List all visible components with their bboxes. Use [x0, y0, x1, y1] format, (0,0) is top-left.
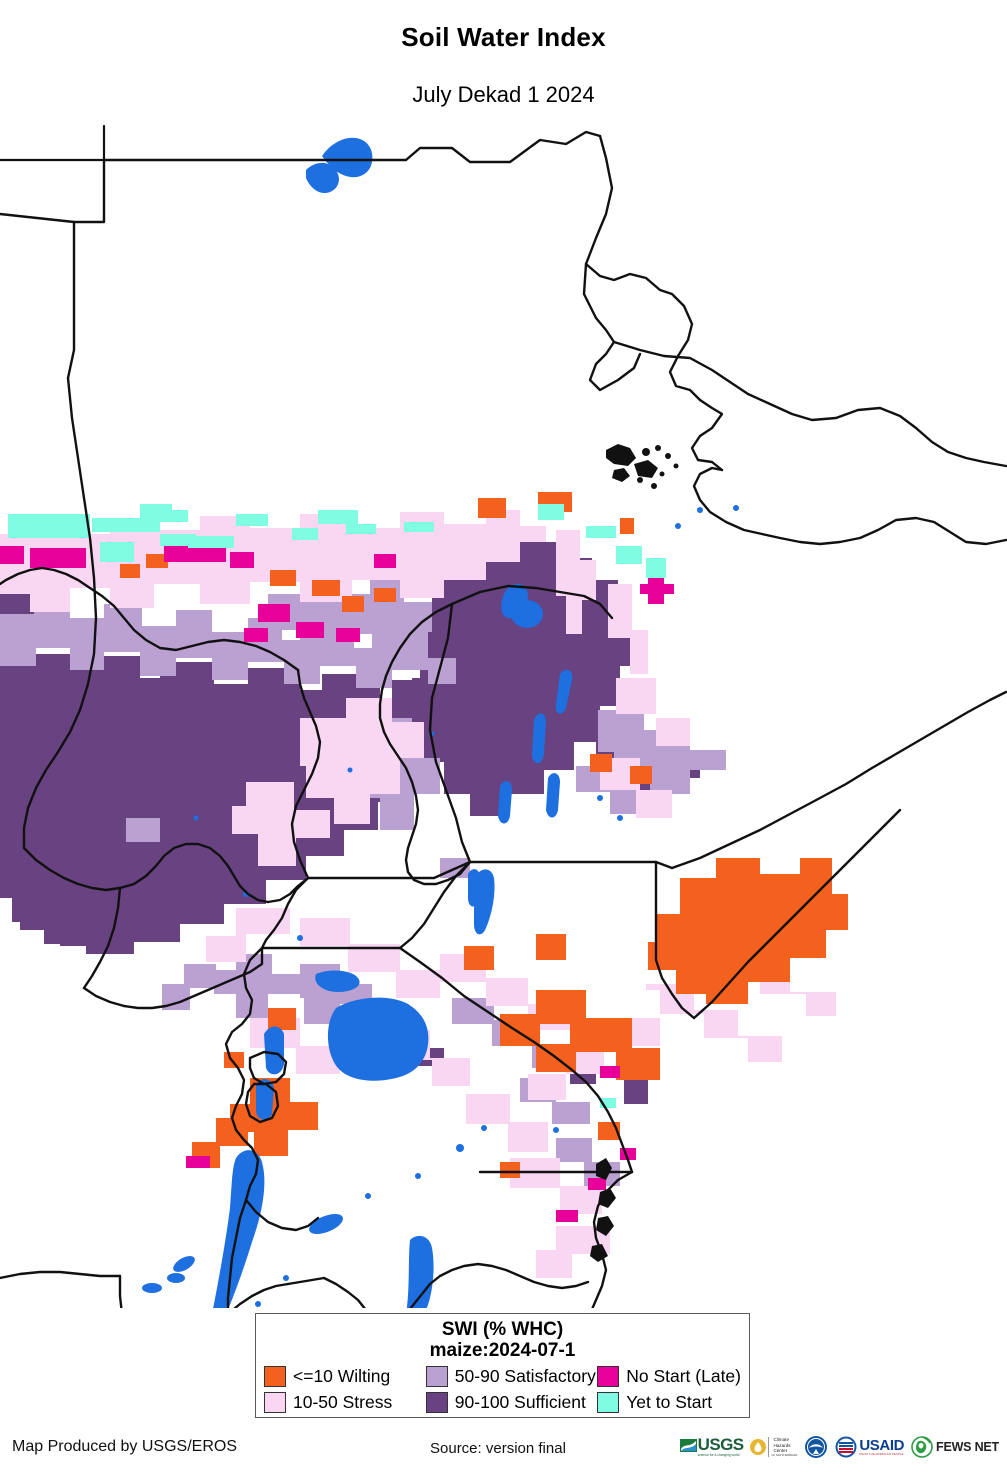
country-borders	[0, 124, 1007, 1308]
chc-line-1: Climate	[773, 1436, 790, 1442]
climate-hazards-center-logo: Climate Hazards Center UC SANTA BARBARA	[750, 1432, 797, 1462]
legend-column-3: No Start (Late) Yet to Start	[597, 1365, 741, 1415]
legend-column-2: 50-90 Satisfactory 90-100 Sufficient	[425, 1365, 597, 1415]
legend-label-no-start-late: No Start (Late)	[626, 1365, 741, 1386]
legend-label-sufficient: 90-100 Sufficient	[454, 1391, 586, 1412]
chc-line-3: Center	[773, 1448, 788, 1454]
soil-water-index-raster-map[interactable]	[0, 118, 1007, 1308]
legend-swatch-yet-to-start	[597, 1392, 620, 1414]
legend-label-yet-to-start: Yet to Start	[626, 1391, 713, 1412]
map-credit: Map Produced by USGS/EROS	[12, 1438, 237, 1455]
chc-sub: UC SANTA BARBARA	[771, 1454, 798, 1458]
page-subtitle: July Dekad 1 2024	[412, 82, 595, 107]
chc-line-2: Hazards	[773, 1442, 791, 1448]
fews-net-globe-icon	[911, 1436, 933, 1458]
legend-label-stress: 10-50 Stress	[293, 1391, 393, 1412]
chc-droplet-icon	[750, 1439, 767, 1455]
legend-swatch-no-start-late	[597, 1366, 620, 1388]
usaid-wordmark: USAID	[859, 1437, 905, 1455]
legend-entry-sufficient[interactable]: 90-100 Sufficient	[425, 1391, 597, 1415]
usgs-wordmark: USGS	[697, 1435, 744, 1455]
legend-label-satisfactory: 50-90 Satisfactory	[454, 1365, 596, 1386]
usaid-seal-icon	[835, 1436, 857, 1458]
raster-class-yet-to-start	[8, 504, 666, 1108]
noaa-logo	[804, 1432, 828, 1462]
legend-swatch-stress	[264, 1392, 286, 1414]
raster-class-no-start-late	[0, 544, 674, 1222]
water-bodies	[142, 137, 739, 1308]
logo-strip: USGS science for a changing world Climat…	[679, 1432, 999, 1462]
legend-entries: <=10 Wilting 10-50 Stress 50-90 Satisfac…	[256, 1365, 749, 1415]
usaid-tagline: FROM THE AMERICAN PEOPLE	[859, 1452, 904, 1457]
legend-entry-wilting[interactable]: <=10 Wilting	[264, 1365, 426, 1389]
usgs-tagline: science for a changing world	[697, 1453, 740, 1458]
map-canvas[interactable]	[0, 118, 1007, 1308]
legend-subtitle: maize:2024-07-1	[429, 1340, 576, 1362]
page-title: Soil Water Index	[401, 22, 606, 52]
fews-net-logo: FEWS NET	[911, 1432, 999, 1462]
legend-entry-yet-to-start[interactable]: Yet to Start	[597, 1391, 741, 1415]
legend-column-1: <=10 Wilting 10-50 Stress	[264, 1365, 426, 1415]
legend-label-wilting: <=10 Wilting	[293, 1365, 391, 1386]
legend-swatch-satisfactory	[425, 1366, 448, 1388]
legend-entry-satisfactory[interactable]: 50-90 Satisfactory	[425, 1365, 597, 1389]
map-source: Source: version final	[430, 1440, 566, 1457]
legend-swatch-sufficient	[425, 1392, 448, 1414]
coastline-detail	[590, 444, 679, 1262]
fews-net-wordmark: FEWS NET	[936, 1440, 999, 1454]
usaid-logo: USAID FROM THE AMERICAN PEOPLE	[835, 1432, 904, 1462]
usgs-logo: USGS science for a changing world	[679, 1432, 744, 1462]
usgs-mark-icon	[679, 1439, 697, 1452]
legend-entry-stress[interactable]: 10-50 Stress	[264, 1391, 426, 1415]
raster-class-wilting	[120, 492, 848, 1178]
noaa-seal-icon	[805, 1436, 828, 1458]
map-legend: SWI (% WHC) maize:2024-07-1 <=10 Wilting…	[255, 1313, 750, 1418]
legend-swatch-wilting	[264, 1366, 286, 1388]
page-footer: Map Produced by USGS/EROS Source: versio…	[0, 1428, 1007, 1473]
legend-title: SWI (% WHC)	[441, 1319, 564, 1340]
legend-entry-no-start-late[interactable]: No Start (Late)	[597, 1365, 741, 1389]
